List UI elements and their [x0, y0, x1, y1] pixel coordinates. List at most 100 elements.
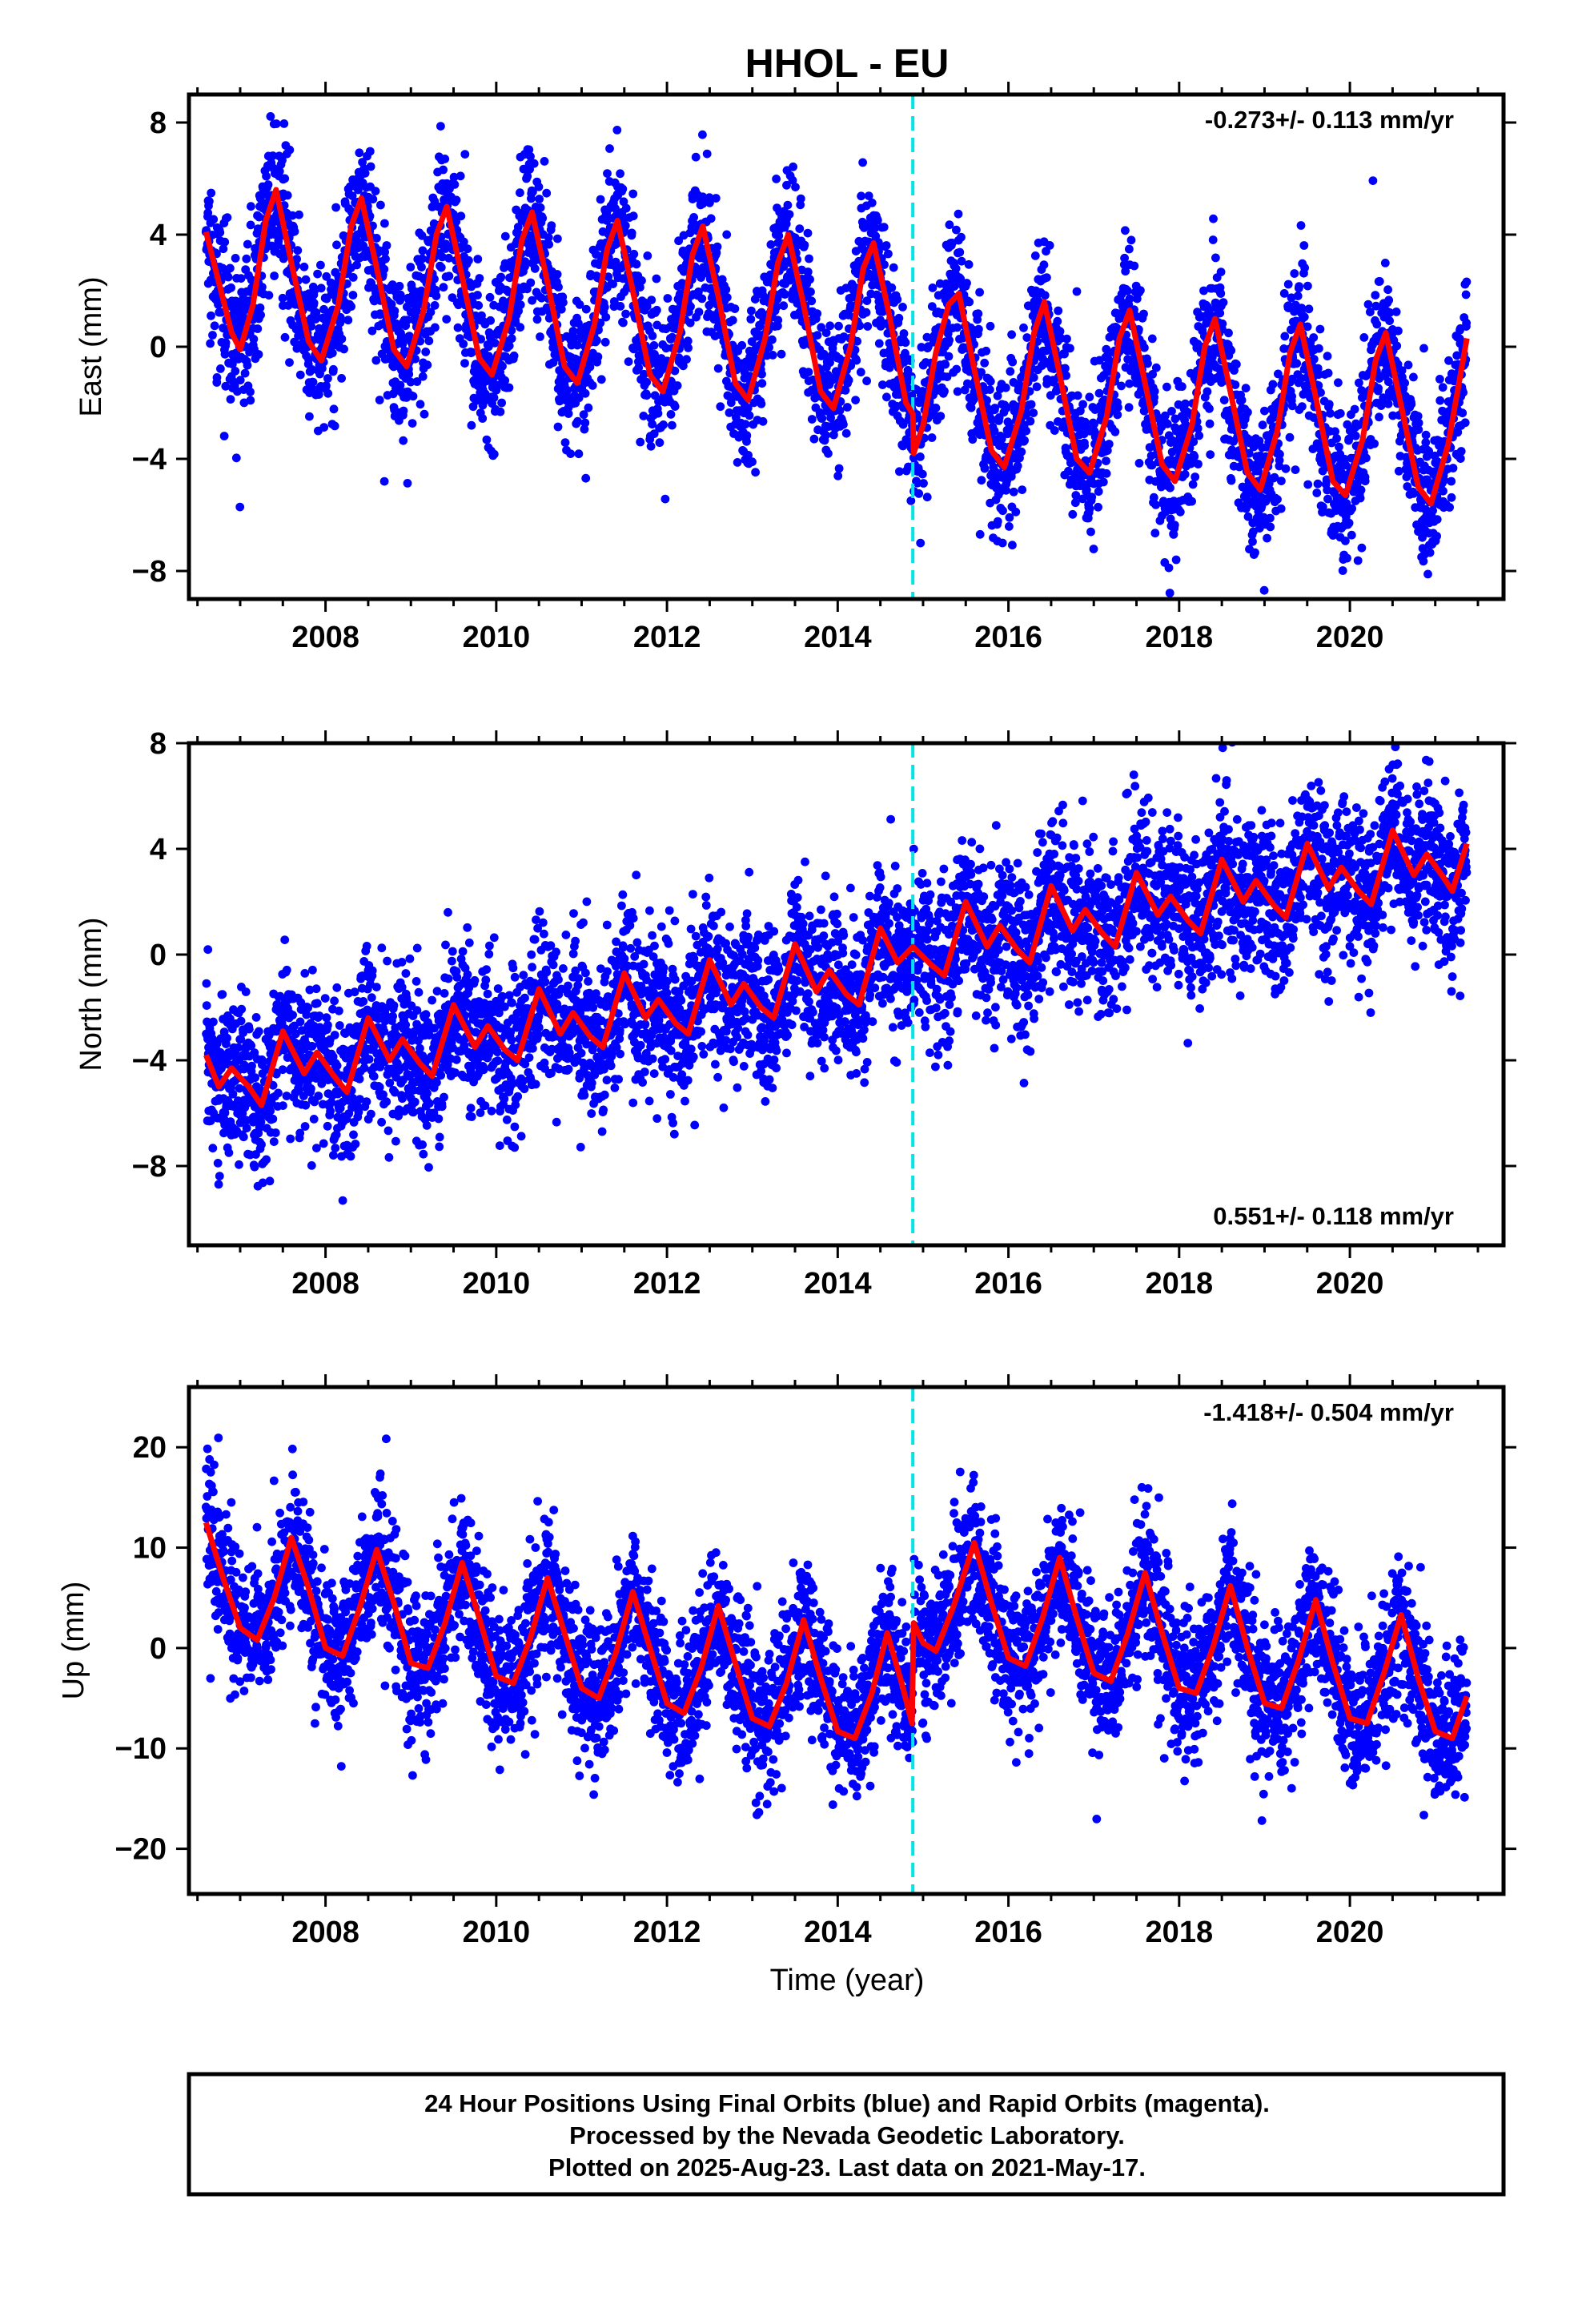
east-point	[1114, 403, 1122, 412]
east-point	[235, 502, 245, 512]
east-point	[371, 187, 380, 196]
east-point	[851, 396, 860, 404]
east-point	[1086, 527, 1095, 537]
east-point	[379, 264, 389, 274]
east-point	[899, 329, 909, 338]
east-point	[1080, 441, 1089, 450]
east-point	[500, 231, 510, 241]
east-x-tick-label: 2008	[291, 621, 359, 654]
east-point	[1435, 375, 1444, 384]
east-point	[686, 302, 695, 312]
east-point	[940, 387, 949, 396]
east-point	[236, 274, 246, 283]
east-point	[208, 331, 217, 340]
east-point	[1178, 382, 1186, 392]
east-point	[916, 538, 926, 548]
east-point	[1400, 378, 1409, 388]
east-point	[473, 291, 482, 300]
east-point	[532, 315, 542, 324]
east-point	[1414, 418, 1423, 428]
east-point	[529, 159, 539, 168]
east-point	[884, 249, 893, 259]
east-point	[825, 358, 834, 368]
east-point	[295, 370, 305, 380]
east-point	[416, 400, 425, 409]
east-point	[737, 340, 747, 350]
east-point	[1347, 530, 1356, 540]
east-point	[1309, 333, 1319, 342]
east-point	[632, 259, 641, 269]
east-point	[390, 306, 400, 316]
east-point	[231, 367, 240, 376]
east-point	[452, 195, 461, 205]
east-point	[636, 283, 644, 292]
east-point	[504, 341, 514, 351]
east-point	[679, 361, 688, 371]
east-point	[1219, 298, 1228, 307]
east-point	[486, 316, 495, 325]
east-point	[1341, 537, 1350, 545]
east-point	[773, 316, 783, 325]
east-point	[1287, 293, 1296, 303]
east-point	[593, 352, 603, 361]
east-point	[337, 334, 347, 344]
east-point	[863, 322, 873, 331]
east-point	[412, 377, 422, 386]
east-point	[757, 399, 766, 408]
east-point	[653, 408, 663, 418]
east-point	[1007, 330, 1016, 340]
east-point	[1125, 294, 1134, 304]
east-point	[608, 279, 617, 288]
east-point	[1344, 518, 1354, 528]
east-point	[887, 283, 897, 292]
east-point	[765, 343, 773, 352]
east-point	[1006, 367, 1015, 376]
east-point	[1432, 532, 1441, 541]
east-point	[1181, 399, 1190, 408]
east-point	[242, 254, 251, 263]
east-point	[796, 194, 805, 203]
east-point	[1139, 406, 1149, 416]
east-point	[564, 409, 573, 418]
east-point	[772, 175, 781, 183]
east-point	[1211, 253, 1220, 263]
east-point	[803, 228, 813, 238]
north-point	[202, 979, 211, 988]
east-point	[1029, 408, 1038, 417]
east-point	[757, 379, 767, 388]
east-point	[412, 306, 421, 316]
east-point	[783, 200, 793, 210]
east-point	[444, 253, 453, 263]
east-point	[347, 302, 355, 312]
east-point	[1219, 396, 1229, 404]
east-point	[247, 202, 255, 211]
east-point	[347, 191, 357, 201]
east-point	[621, 309, 630, 319]
east-point	[292, 255, 301, 263]
east-point	[953, 323, 962, 332]
east-point	[993, 391, 1002, 400]
east-point	[1351, 431, 1360, 440]
east-point	[1070, 498, 1080, 508]
east-point	[1026, 416, 1035, 426]
east-point	[1110, 427, 1120, 436]
east-point	[1274, 369, 1283, 379]
east-point	[867, 198, 877, 207]
east-point	[283, 191, 292, 200]
east-point	[1298, 402, 1307, 411]
east-point	[1383, 399, 1393, 408]
east-point	[430, 301, 440, 310]
east-point	[1353, 556, 1363, 565]
east-point	[1394, 326, 1403, 336]
east-point	[329, 404, 339, 414]
east-point	[519, 164, 528, 174]
east-point	[1347, 504, 1356, 513]
east-point	[1030, 251, 1040, 260]
east-point	[348, 273, 358, 282]
east-point	[596, 195, 605, 204]
east-point	[467, 420, 476, 430]
east-point	[1042, 273, 1051, 282]
east-point	[396, 380, 405, 390]
east-point	[721, 285, 731, 294]
east-point	[603, 169, 612, 179]
